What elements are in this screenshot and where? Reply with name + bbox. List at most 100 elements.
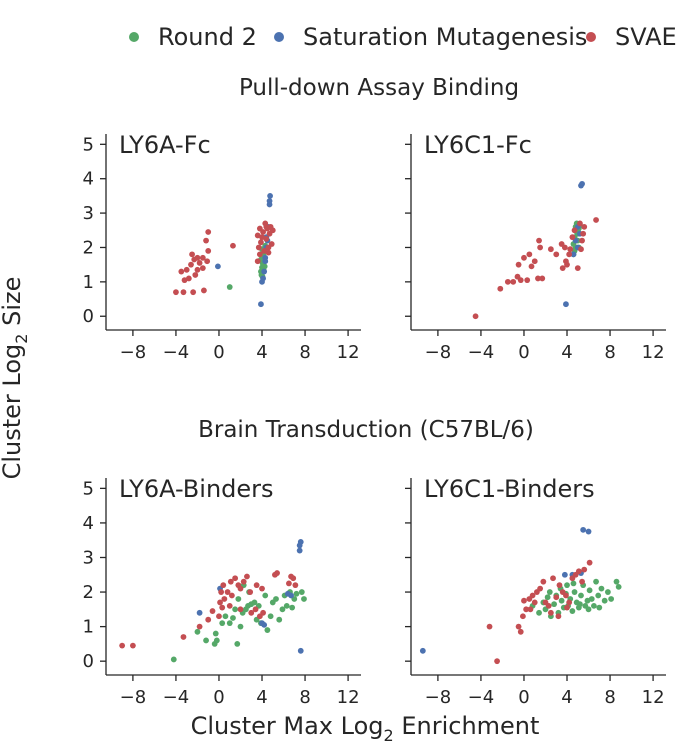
data-point bbox=[579, 180, 585, 187]
data-point bbox=[519, 613, 526, 620]
data-point bbox=[595, 592, 602, 599]
y-tick-label: 4 bbox=[83, 169, 94, 190]
data-point bbox=[297, 539, 304, 545]
data-point bbox=[537, 244, 544, 251]
y-axis-title-suffix: Size bbox=[0, 277, 26, 334]
data-point bbox=[240, 578, 247, 585]
data-point bbox=[261, 263, 268, 270]
data-point bbox=[293, 590, 300, 597]
data-point bbox=[273, 596, 279, 602]
x-tick-label: 4 bbox=[256, 342, 267, 363]
data-point bbox=[267, 613, 274, 620]
data-point bbox=[536, 609, 542, 616]
data-point bbox=[205, 248, 212, 254]
data-point bbox=[497, 285, 504, 292]
data-point bbox=[523, 606, 530, 613]
data-point bbox=[504, 278, 511, 285]
data-point bbox=[289, 604, 296, 611]
data-point bbox=[571, 227, 578, 234]
data-point bbox=[570, 251, 577, 258]
x-tick-label: 4 bbox=[256, 687, 267, 708]
data-point bbox=[579, 578, 585, 585]
data-point bbox=[244, 573, 250, 580]
x-tick-label: 8 bbox=[604, 687, 615, 708]
legend-item-saturation-mutagenesis: Saturation Mutagenesis bbox=[274, 23, 587, 51]
data-point bbox=[528, 263, 535, 270]
data-point bbox=[551, 601, 558, 608]
data-point bbox=[283, 602, 290, 609]
data-point bbox=[256, 225, 263, 232]
data-point bbox=[226, 602, 233, 609]
x-tick-label: −8 bbox=[120, 687, 147, 708]
data-point bbox=[237, 606, 244, 613]
data-point bbox=[472, 313, 479, 320]
data-point bbox=[569, 234, 576, 241]
data-point bbox=[579, 237, 585, 244]
legend-label-svae: SVAE bbox=[615, 23, 677, 51]
data-point bbox=[536, 237, 542, 244]
data-point bbox=[214, 263, 221, 270]
y-tick-label: 4 bbox=[83, 513, 94, 534]
data-point bbox=[183, 266, 190, 273]
data-point bbox=[566, 251, 573, 258]
data-point bbox=[268, 241, 275, 247]
y-tick-label: 0 bbox=[83, 306, 94, 327]
data-point bbox=[235, 596, 242, 602]
x-tick-label: 12 bbox=[642, 342, 665, 363]
data-point bbox=[539, 275, 546, 282]
data-point bbox=[256, 251, 263, 258]
data-point bbox=[269, 227, 276, 234]
data-point bbox=[266, 198, 273, 204]
data-point bbox=[564, 604, 570, 611]
x-axis-title-prefix: Cluster Max Log bbox=[191, 712, 384, 740]
data-point bbox=[593, 578, 599, 585]
legend-marker-svae bbox=[586, 32, 596, 42]
data-point bbox=[545, 602, 552, 609]
data-point bbox=[251, 599, 258, 606]
data-point bbox=[515, 623, 522, 630]
legend-label-saturation-mutagenesis: Saturation Mutagenesis bbox=[303, 23, 587, 51]
data-point bbox=[537, 585, 544, 592]
x-tick-label: 12 bbox=[337, 342, 360, 363]
data-point bbox=[567, 246, 574, 253]
data-point bbox=[578, 592, 584, 599]
data-point bbox=[180, 634, 187, 640]
data-point bbox=[178, 268, 185, 275]
data-point bbox=[209, 608, 216, 614]
data-point bbox=[213, 637, 220, 644]
data-point bbox=[561, 244, 568, 251]
data-point bbox=[514, 273, 521, 280]
data-point bbox=[615, 583, 622, 590]
data-point bbox=[575, 568, 582, 575]
data-point bbox=[224, 589, 231, 595]
data-point bbox=[553, 251, 560, 258]
legend-marker-saturation-mutagenesis bbox=[274, 32, 284, 42]
x-tick-label: −8 bbox=[425, 342, 452, 363]
data-point bbox=[290, 575, 297, 582]
data-point bbox=[547, 609, 554, 616]
y-tick-label: 3 bbox=[83, 203, 94, 224]
data-point bbox=[529, 592, 536, 599]
legend-item-svae: SVAE bbox=[586, 23, 677, 51]
data-point bbox=[570, 580, 577, 587]
x-tick-label: −4 bbox=[163, 687, 190, 708]
data-point bbox=[296, 547, 303, 554]
data-point bbox=[601, 597, 608, 604]
data-point bbox=[292, 582, 299, 589]
data-point bbox=[276, 616, 283, 623]
data-point bbox=[258, 239, 264, 246]
data-point bbox=[559, 265, 566, 272]
data-point bbox=[419, 647, 426, 654]
x-tick-label: −4 bbox=[163, 342, 190, 363]
data-point bbox=[591, 602, 597, 609]
data-point bbox=[540, 578, 547, 585]
data-point bbox=[569, 608, 576, 614]
data-point bbox=[258, 301, 264, 308]
data-point bbox=[248, 609, 255, 616]
data-point bbox=[204, 258, 211, 265]
data-point bbox=[555, 613, 562, 620]
data-point bbox=[196, 609, 203, 616]
data-point bbox=[203, 637, 209, 644]
x-tick-label: 0 bbox=[213, 342, 224, 363]
